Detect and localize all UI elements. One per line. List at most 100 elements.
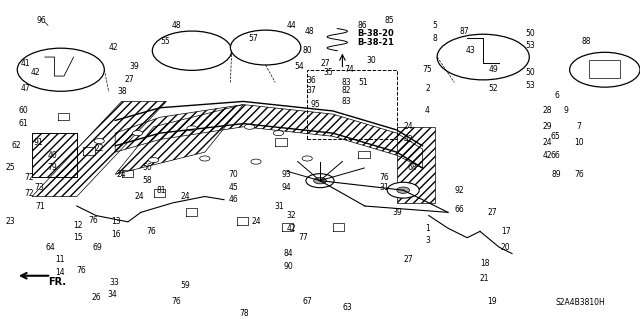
Text: 20: 20 bbox=[500, 243, 511, 252]
Text: 33: 33 bbox=[109, 278, 119, 286]
Circle shape bbox=[314, 177, 326, 184]
Text: 34: 34 bbox=[107, 290, 117, 299]
Text: 39: 39 bbox=[392, 208, 403, 217]
Text: 75: 75 bbox=[422, 65, 433, 74]
Text: 55: 55 bbox=[160, 37, 170, 46]
Text: 38: 38 bbox=[117, 87, 127, 96]
Text: 17: 17 bbox=[500, 227, 511, 236]
Text: 71: 71 bbox=[35, 202, 45, 211]
Text: 74: 74 bbox=[344, 65, 354, 74]
Text: FR.: FR. bbox=[48, 277, 66, 287]
Circle shape bbox=[148, 158, 159, 163]
Text: 48: 48 bbox=[304, 27, 314, 36]
Text: 6: 6 bbox=[554, 91, 559, 100]
Circle shape bbox=[437, 34, 529, 80]
Text: B-38-21: B-38-21 bbox=[357, 38, 394, 47]
Text: 9: 9 bbox=[564, 107, 569, 115]
Text: 36: 36 bbox=[307, 76, 317, 85]
Text: 26: 26 bbox=[92, 293, 102, 302]
Text: 86: 86 bbox=[357, 21, 367, 30]
Text: 57: 57 bbox=[248, 33, 258, 42]
Text: 14: 14 bbox=[54, 268, 65, 277]
Text: 47: 47 bbox=[20, 84, 31, 93]
Text: 42: 42 bbox=[30, 68, 40, 78]
Text: 23: 23 bbox=[5, 217, 15, 226]
Text: 24: 24 bbox=[403, 122, 413, 131]
Text: 31: 31 bbox=[275, 202, 285, 211]
Text: 43: 43 bbox=[465, 46, 476, 55]
Text: 53: 53 bbox=[525, 41, 535, 49]
Text: 79: 79 bbox=[47, 163, 58, 173]
Text: 90: 90 bbox=[284, 262, 294, 271]
Text: 76: 76 bbox=[76, 266, 86, 276]
Text: 37: 37 bbox=[307, 86, 317, 95]
Text: 22: 22 bbox=[95, 145, 104, 153]
Text: 65: 65 bbox=[550, 132, 561, 141]
Text: 21: 21 bbox=[480, 274, 489, 283]
Text: 3: 3 bbox=[425, 236, 430, 245]
Text: 50: 50 bbox=[525, 29, 535, 38]
Text: 32: 32 bbox=[286, 211, 296, 220]
Text: 68: 68 bbox=[408, 163, 418, 173]
Bar bbox=[589, 60, 620, 78]
Text: 76: 76 bbox=[171, 297, 181, 306]
Circle shape bbox=[273, 130, 284, 136]
Text: 2: 2 bbox=[425, 84, 430, 93]
Text: 87: 87 bbox=[459, 27, 469, 36]
Text: 31: 31 bbox=[379, 182, 389, 191]
Text: 58: 58 bbox=[142, 176, 152, 185]
Text: 59: 59 bbox=[180, 281, 191, 290]
Text: 96: 96 bbox=[36, 16, 46, 25]
Text: 42: 42 bbox=[109, 43, 119, 52]
Circle shape bbox=[397, 187, 410, 193]
Text: 66: 66 bbox=[550, 151, 561, 160]
Text: 89: 89 bbox=[552, 170, 562, 179]
Text: 49: 49 bbox=[488, 65, 499, 74]
Circle shape bbox=[187, 126, 197, 131]
Text: 48: 48 bbox=[171, 21, 181, 30]
Text: 39: 39 bbox=[129, 62, 140, 71]
Text: 95: 95 bbox=[310, 100, 320, 109]
Text: 4: 4 bbox=[425, 107, 430, 115]
Text: 85: 85 bbox=[384, 16, 394, 25]
Text: 29: 29 bbox=[542, 122, 552, 131]
Text: 25: 25 bbox=[5, 163, 15, 173]
Text: 5: 5 bbox=[433, 21, 438, 30]
Text: 11: 11 bbox=[55, 256, 64, 264]
Text: 27: 27 bbox=[124, 75, 134, 84]
Text: 42: 42 bbox=[542, 151, 552, 160]
Text: 94: 94 bbox=[281, 182, 291, 191]
Text: 42: 42 bbox=[403, 135, 413, 144]
Text: 88: 88 bbox=[582, 37, 591, 46]
Text: 27: 27 bbox=[320, 59, 330, 68]
Text: 51: 51 bbox=[358, 78, 368, 87]
Text: 24: 24 bbox=[134, 192, 145, 201]
Text: 24: 24 bbox=[251, 217, 261, 226]
Circle shape bbox=[251, 159, 261, 164]
Text: 44: 44 bbox=[286, 21, 296, 30]
Circle shape bbox=[244, 124, 255, 129]
Text: 15: 15 bbox=[73, 233, 83, 242]
Text: 76: 76 bbox=[88, 216, 98, 225]
Text: 42: 42 bbox=[286, 224, 296, 233]
Circle shape bbox=[17, 48, 104, 91]
Circle shape bbox=[132, 130, 143, 136]
Text: 54: 54 bbox=[294, 62, 305, 71]
Text: 93: 93 bbox=[281, 170, 291, 179]
Text: 67: 67 bbox=[303, 297, 313, 306]
Circle shape bbox=[387, 182, 419, 198]
Text: 77: 77 bbox=[298, 233, 308, 242]
Circle shape bbox=[570, 52, 640, 87]
Text: 83: 83 bbox=[341, 97, 351, 106]
Text: 30: 30 bbox=[366, 56, 376, 65]
Text: 78: 78 bbox=[239, 309, 250, 318]
Circle shape bbox=[200, 156, 210, 161]
Text: 8: 8 bbox=[433, 33, 438, 42]
Circle shape bbox=[230, 30, 301, 65]
Text: 19: 19 bbox=[486, 297, 497, 306]
Circle shape bbox=[94, 138, 104, 144]
Text: 82: 82 bbox=[342, 86, 351, 95]
Text: 40: 40 bbox=[47, 151, 58, 160]
Text: 69: 69 bbox=[92, 243, 102, 252]
Text: 73: 73 bbox=[35, 182, 45, 191]
